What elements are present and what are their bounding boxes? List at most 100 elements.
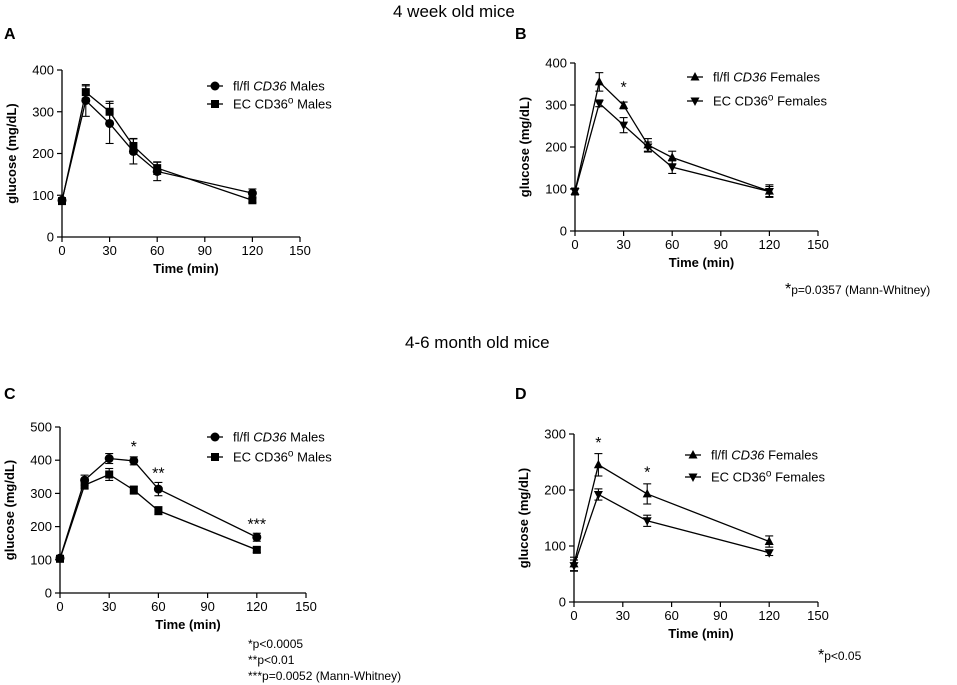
a-x-tick-label: 90 <box>198 243 212 258</box>
a-series-1-point <box>153 164 162 173</box>
note-c-star-3: *** <box>248 669 263 683</box>
b-y-tick-label: 0 <box>560 224 567 239</box>
c-series-0-point <box>104 454 114 464</box>
b-series-0-point <box>667 152 677 161</box>
panel-letter-d: D <box>515 386 527 403</box>
d-series-0-point <box>593 459 603 469</box>
a-y-tick-label: 0 <box>47 230 54 245</box>
c-x-tick-label: 30 <box>102 599 116 614</box>
d-series-1-line <box>573 493 770 566</box>
b-series-0-point <box>594 76 604 86</box>
b-y-axis-label: glucose (mg/dL) <box>517 97 532 197</box>
c-x-tick-label: 0 <box>56 599 63 614</box>
d-legend-0-marker <box>688 450 698 459</box>
d-x-tick-label: 150 <box>807 608 829 623</box>
a-series-1-point <box>58 197 66 206</box>
b-legend-1-label: EC CD36o Females <box>713 93 827 109</box>
note-c-line-2: **p<0.01 <box>248 652 401 668</box>
b-series-1-point <box>570 188 580 197</box>
note-c-line-1: *p<0.0005 <box>248 636 401 652</box>
d-y-axis-label: glucose (mg/dL) <box>516 468 531 568</box>
d-y-tick-label: 200 <box>544 483 566 498</box>
c-x-axis-label: Time (min) <box>155 617 221 632</box>
c-y-tick-label: 100 <box>30 552 52 567</box>
note-c-line-3: ***p=0.0052 (Mann-Whitney) <box>248 668 401 684</box>
c-significance-star: * <box>131 439 137 456</box>
d-series-1-point <box>593 490 603 500</box>
c-series-1-point <box>252 545 261 554</box>
a-series-1-point <box>248 196 257 205</box>
d-series-1-point <box>642 517 652 526</box>
section-title-4-6-month: 4-6 month old mice <box>405 333 550 352</box>
a-x-tick-label: 30 <box>102 243 116 258</box>
d-series-0-point <box>642 488 652 498</box>
b-y-tick-label: 400 <box>545 56 567 71</box>
b-legend-1-marker <box>690 97 700 106</box>
significance-note-b: *p=0.0357 (Mann-Whitney) <box>785 282 930 298</box>
c-y-tick-label: 500 <box>30 420 52 435</box>
b-y-tick-label: 300 <box>545 98 567 113</box>
note-c-text-1: p<0.0005 <box>252 637 304 651</box>
c-series-0-point <box>252 532 262 542</box>
a-series-1-point <box>105 107 114 116</box>
c-series-0-point <box>153 484 163 494</box>
c-x-tick-label: 120 <box>246 599 268 614</box>
d-series-1-point <box>569 562 579 571</box>
d-legend-1-label: EC CD36o Females <box>711 469 825 485</box>
a-y-axis-label: glucose (mg/dL) <box>4 103 19 203</box>
b-x-tick-label: 120 <box>759 237 781 252</box>
a-series-1-point <box>129 141 138 150</box>
d-x-tick-label: 30 <box>616 608 630 623</box>
d-series-0-point <box>764 536 774 546</box>
d-legend-0-label: fl/fl CD36 Females <box>711 448 818 463</box>
note-c-star-2: ** <box>248 653 258 667</box>
a-x-tick-label: 0 <box>58 243 65 258</box>
a-y-tick-label: 300 <box>32 104 54 119</box>
d-significance-star: * <box>644 465 650 482</box>
c-series-1-point <box>105 470 114 479</box>
b-series-1-point <box>643 143 653 152</box>
a-series-0-point <box>105 118 115 128</box>
b-series-1-point <box>764 188 774 197</box>
d-legend-1-marker <box>688 473 698 482</box>
b-x-tick-label: 150 <box>807 237 829 252</box>
note-d-text: p<0.05 <box>824 649 862 663</box>
d-x-tick-label: 0 <box>570 608 577 623</box>
a-x-axis-label: Time (min) <box>153 261 219 276</box>
c-series-1-point <box>56 554 64 563</box>
note-b-text: p=0.0357 (Mann-Whitney) <box>791 283 931 297</box>
a-legend-0-label: fl/fl CD36 Males <box>233 79 325 94</box>
a-y-tick-label: 200 <box>32 146 54 161</box>
b-legend-0-label: fl/fl CD36 Females <box>713 70 820 85</box>
d-x-tick-label: 120 <box>758 608 780 623</box>
a-series-0-line <box>61 99 253 201</box>
b-series-1-point <box>667 163 677 173</box>
a-series-1-line <box>61 90 253 202</box>
c-x-tick-label: 90 <box>200 599 214 614</box>
note-c-text-2: p<0.01 <box>257 653 295 667</box>
a-legend-0-marker <box>210 81 220 91</box>
b-x-tick-label: 30 <box>616 237 630 252</box>
d-y-tick-label: 100 <box>544 539 566 554</box>
c-y-tick-label: 0 <box>45 586 52 601</box>
d-y-tick-label: 0 <box>559 595 566 610</box>
c-y-tick-label: 300 <box>30 486 52 501</box>
c-series-1-line <box>59 473 258 560</box>
c-y-tick-label: 200 <box>30 519 52 534</box>
b-legend-0-marker <box>690 72 700 81</box>
b-x-axis-label: Time (min) <box>669 255 735 270</box>
c-series-1-point <box>154 506 163 515</box>
c-legend-1-label: EC CD36o Males <box>233 449 332 465</box>
significance-note-d: *p<0.05 <box>818 648 861 664</box>
c-significance-star: *** <box>247 516 266 533</box>
a-x-tick-label: 60 <box>150 243 164 258</box>
c-series-0-line <box>59 457 258 559</box>
b-series-0-point <box>619 100 629 109</box>
c-legend-1-marker <box>211 453 219 461</box>
a-series-1-point <box>81 88 90 97</box>
b-x-tick-label: 0 <box>571 237 578 252</box>
note-b-star: * <box>785 281 792 298</box>
